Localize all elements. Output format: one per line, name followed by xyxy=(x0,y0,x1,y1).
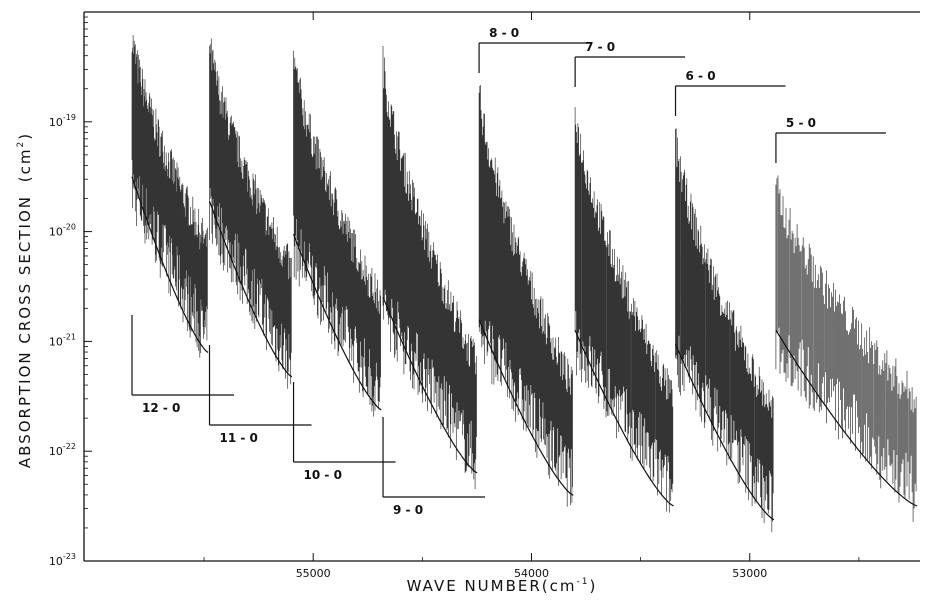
band-6-0 xyxy=(674,128,775,533)
band-marker: 6 - 0 xyxy=(674,69,786,116)
spectrum-trace xyxy=(131,35,918,533)
band-lines xyxy=(775,175,917,522)
x-tick-label: 54000 xyxy=(514,567,549,580)
band-envelope xyxy=(292,233,382,411)
band-12-0 xyxy=(131,35,209,358)
y-tick-exp: -21 xyxy=(63,332,76,341)
y-tick-base: 10 xyxy=(49,555,63,568)
band-marker: 5 - 0 xyxy=(775,116,886,163)
band-8-0 xyxy=(478,85,574,507)
x-axis-label-text: WAVE NUMBER xyxy=(407,577,542,595)
band-envelope xyxy=(131,176,209,353)
y-tick-base: 10 xyxy=(49,445,63,458)
band-5-0 xyxy=(775,175,918,522)
band-marker: 7 - 0 xyxy=(574,40,686,87)
y-tick-label: 10-23 xyxy=(49,552,76,568)
y-tick-exp: -19 xyxy=(63,113,76,122)
band-10-0 xyxy=(292,50,382,417)
y-tick-base: 10 xyxy=(49,335,63,348)
band-marker: 10 - 0 xyxy=(292,382,396,482)
y-axis-unit-exp: 2 xyxy=(16,140,26,148)
x-tick-label: 53000 xyxy=(732,567,767,580)
y-tick-base: 10 xyxy=(49,116,63,129)
y-axis-label-text: ABSORPTION CROSS SECTION xyxy=(16,195,34,468)
x-tick-label: 55000 xyxy=(296,567,331,580)
band-marker: 9 - 0 xyxy=(382,417,486,517)
band-lines xyxy=(478,85,573,507)
band-envelope xyxy=(478,319,574,496)
band-markers: 12 - 0 11 - 0 10 - 0 9 - 0 8 - 0 7 - 0 6 - 0 5 … xyxy=(131,26,886,517)
y-tick-exp: -22 xyxy=(63,442,76,451)
band-lines xyxy=(382,46,477,490)
band-11-0 xyxy=(208,38,293,389)
band-label: 10 - 0 xyxy=(304,468,342,482)
y-axis-unit-base: (cm xyxy=(16,148,34,183)
x-axis-label: WAVE NUMBER(cm-1) xyxy=(407,577,598,595)
x-axis-unit-base: (cm xyxy=(542,577,577,595)
x-axis-unit-exp: -1 xyxy=(577,577,590,587)
y-tick-base: 10 xyxy=(49,226,63,239)
y-axis-unit-close: ) xyxy=(16,132,34,140)
band-envelope xyxy=(674,343,775,521)
y-tick-label: 10-21 xyxy=(49,332,76,348)
y-tick-exp: -23 xyxy=(63,552,76,561)
band-marker: 12 - 0 xyxy=(131,315,235,415)
band-label: 9 - 0 xyxy=(393,503,423,517)
band-lines xyxy=(209,38,292,389)
band-label: 11 - 0 xyxy=(220,431,258,445)
band-envelope xyxy=(382,297,478,474)
band-marker: 11 - 0 xyxy=(208,345,312,445)
band-7-0 xyxy=(574,107,674,513)
band-lines xyxy=(131,35,208,358)
band-lines xyxy=(293,50,381,417)
band-envelope xyxy=(208,200,293,378)
x-axis-unit-close: ) xyxy=(590,577,598,595)
y-tick-label: 10-22 xyxy=(49,442,76,458)
band-envelope xyxy=(574,330,674,507)
band-9-0 xyxy=(382,46,478,490)
y-tick-label: 10-19 xyxy=(49,113,76,129)
band-lines xyxy=(574,107,674,513)
y-axis-label: ABSORPTION CROSS SECTION (cm2) xyxy=(16,132,34,468)
band-label: 5 - 0 xyxy=(786,116,816,130)
band-label: 8 - 0 xyxy=(489,26,519,40)
band-marker: 8 - 0 xyxy=(478,26,590,73)
y-tick-label: 10-20 xyxy=(49,223,76,239)
band-lines xyxy=(675,128,774,533)
y-tick-exp: -20 xyxy=(63,223,76,232)
band-label: 12 - 0 xyxy=(142,401,180,415)
band-envelope xyxy=(775,329,918,507)
band-label: 7 - 0 xyxy=(585,40,615,54)
band-label: 6 - 0 xyxy=(686,69,716,83)
